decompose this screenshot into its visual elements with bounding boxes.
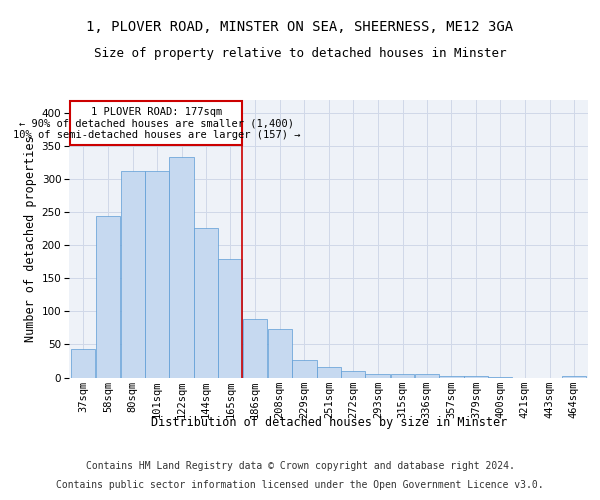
Text: Size of property relative to detached houses in Minster: Size of property relative to detached ho… [94,48,506,60]
Bar [341,371,365,378]
Bar [268,328,292,378]
Text: Distribution of detached houses by size in Minster: Distribution of detached houses by size … [151,416,507,429]
Text: 1, PLOVER ROAD, MINSTER ON SEA, SHEERNESS, ME12 3GA: 1, PLOVER ROAD, MINSTER ON SEA, SHEERNES… [86,20,514,34]
Text: ← 90% of detached houses are smaller (1,400): ← 90% of detached houses are smaller (1,… [19,119,294,129]
Bar [145,170,169,378]
Bar [464,376,488,378]
Bar [218,258,242,378]
Y-axis label: Number of detached properties: Number of detached properties [25,136,37,342]
Bar [194,228,218,378]
Bar [169,158,194,378]
Text: 10% of semi-detached houses are larger (157) →: 10% of semi-detached houses are larger (… [13,130,300,140]
Bar [71,349,95,378]
Bar [391,374,415,378]
Bar [562,376,586,378]
Bar [317,367,341,378]
FancyBboxPatch shape [70,102,242,145]
Bar [242,320,268,378]
Bar [292,360,317,378]
Bar [121,172,145,378]
Bar [95,216,121,378]
Text: 1 PLOVER ROAD: 177sqm: 1 PLOVER ROAD: 177sqm [91,107,222,117]
Text: Contains public sector information licensed under the Open Government Licence v3: Contains public sector information licen… [56,480,544,490]
Bar [365,374,391,378]
Text: Contains HM Land Registry data © Crown copyright and database right 2024.: Contains HM Land Registry data © Crown c… [86,461,514,471]
Bar [488,377,512,378]
Bar [415,374,439,378]
Bar [439,376,464,378]
